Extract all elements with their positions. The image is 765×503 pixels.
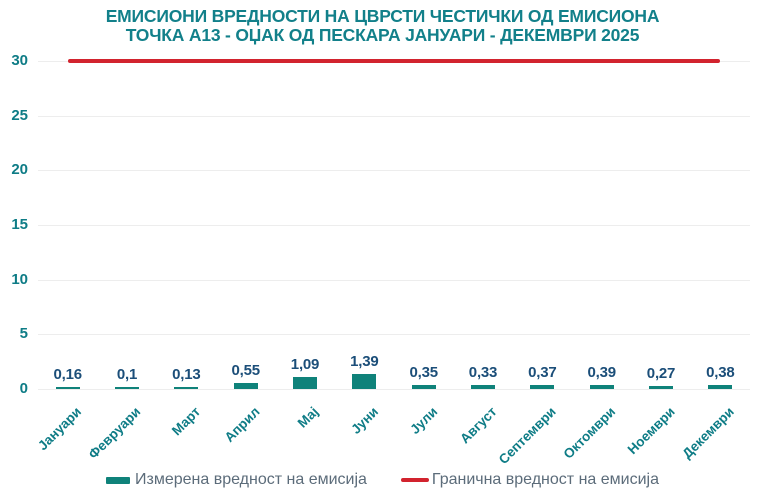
bar-Март bbox=[174, 387, 199, 389]
month-label-Октомври: Октомври bbox=[560, 404, 619, 462]
gridline-0 bbox=[38, 389, 750, 390]
ytick-label-20: 20 bbox=[11, 161, 28, 179]
month-label-Август: Август bbox=[457, 404, 500, 447]
chart-title: ЕМИСИОНИ ВРЕДНОСТИ НА ЦВРСТИ ЧЕСТИЧКИ ОД… bbox=[0, 7, 765, 45]
month-label-Јануари: Јануари bbox=[35, 404, 85, 454]
limit-series-label: Гранична вредност на емисија bbox=[431, 471, 659, 488]
legend-item-limit: Гранична вредност на емисија bbox=[400, 471, 659, 489]
month-label-Јуни: Јуни bbox=[348, 404, 381, 437]
gridline-5 bbox=[38, 334, 750, 336]
bar-value-label: 0,38 bbox=[706, 363, 735, 381]
bar-Септември bbox=[530, 384, 555, 389]
month-label-Септември: Септември bbox=[495, 404, 559, 468]
bar-Април bbox=[233, 382, 258, 389]
bar-value-label: 1,39 bbox=[350, 352, 379, 370]
month-label-Април: Април bbox=[221, 404, 263, 446]
bar-value-label: 0,13 bbox=[172, 366, 201, 383]
month-label-Март: Март bbox=[168, 404, 203, 439]
bar-Август bbox=[471, 385, 495, 389]
month-label-Јули: Јули bbox=[407, 404, 441, 438]
chart-title-line1: ЕМИСИОНИ ВРЕДНОСТИ НА ЦВРСТИ ЧЕСТИЧКИ ОД… bbox=[105, 6, 660, 26]
ytick-label-5: 5 bbox=[19, 325, 28, 343]
bar-value-label: 0,33 bbox=[468, 364, 498, 382]
month-label-Ноември: Ноември bbox=[624, 404, 678, 458]
gridline-15 bbox=[38, 225, 750, 226]
gridline-25 bbox=[38, 115, 750, 117]
ytick-label-0: 0 bbox=[19, 380, 28, 397]
measured-series-swatch bbox=[106, 476, 131, 484]
bar-value-label: 0,55 bbox=[231, 361, 260, 379]
legend-item-measured: Измерена вредност на емисија bbox=[106, 471, 367, 489]
limit-line bbox=[67, 59, 721, 63]
month-label-Февруари: Февруари bbox=[85, 404, 144, 462]
bar-value-label: 0,1 bbox=[116, 366, 138, 383]
bar-Јануари bbox=[55, 387, 80, 389]
bar-value-label: 0,27 bbox=[646, 365, 676, 383]
ytick-label-30: 30 bbox=[11, 52, 28, 69]
bar-value-label: 1,09 bbox=[290, 356, 320, 374]
gridline-10 bbox=[38, 279, 750, 281]
bar-Јуни bbox=[352, 373, 377, 389]
bar-value-label: 0,35 bbox=[409, 364, 438, 382]
ytick-label-10: 10 bbox=[11, 270, 28, 288]
bar-value-label: 0,37 bbox=[528, 363, 557, 381]
bar-Февруари bbox=[115, 387, 139, 389]
bar-Јули bbox=[411, 385, 436, 389]
bar-Мај bbox=[293, 377, 317, 389]
gridline-20 bbox=[38, 170, 750, 172]
month-label-Мај: Мај bbox=[294, 404, 322, 431]
legend: Измерена вредност на емисија Гранична вр… bbox=[0, 471, 765, 489]
bar-Декември bbox=[708, 384, 733, 389]
month-label-Декември: Декември bbox=[679, 404, 737, 462]
ytick-label-15: 15 bbox=[11, 216, 28, 233]
bar-value-label: 0,16 bbox=[53, 366, 82, 383]
chart-title-line2: ТОЧКА А13 - ОЏАК ОД ПЕСКАРА ЈАНУАРИ - ДЕ… bbox=[125, 25, 640, 45]
limit-series-swatch bbox=[400, 478, 429, 482]
bar-Ноември bbox=[649, 386, 673, 389]
ytick-label-25: 25 bbox=[11, 106, 28, 124]
bar-Октомври bbox=[589, 384, 614, 389]
bar-value-label: 0,39 bbox=[587, 363, 616, 381]
measured-series-label: Измерена вредност на емисија bbox=[135, 471, 367, 488]
